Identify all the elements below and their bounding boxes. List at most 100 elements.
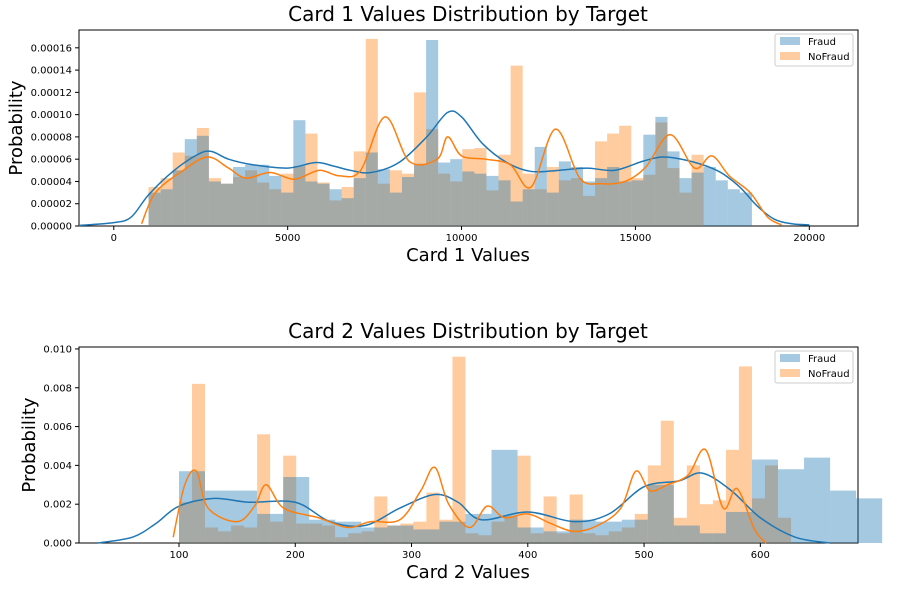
histogram-bar-nofraud <box>582 533 596 543</box>
histogram-bar-nofraud <box>257 434 271 543</box>
legend-label-fraud: Fraud <box>808 354 836 365</box>
histogram-bar-fraud <box>329 189 342 226</box>
histogram-bar-nofraud <box>184 155 197 226</box>
histogram-bar-nofraud <box>317 182 330 226</box>
histogram-bar-nofraud <box>413 521 427 543</box>
histogram-bar-fraud <box>804 457 831 543</box>
histogram-bar-fraud <box>655 116 668 226</box>
histogram-bar-fraud <box>305 181 318 226</box>
histogram-bar-fraud <box>426 40 439 226</box>
y-tick-label: 0.00014 <box>31 66 72 77</box>
histogram-bar-fraud <box>184 139 197 226</box>
histogram-bar-fraud <box>830 490 857 543</box>
y-tick-label: 0.00000 <box>31 222 72 233</box>
histogram-bar-nofraud <box>192 383 206 543</box>
histogram-bar-fraud <box>439 521 466 543</box>
histogram-bar-fraud <box>679 178 692 226</box>
histogram-bar-fraud <box>413 529 440 543</box>
histogram-bar-nofraud <box>257 182 270 226</box>
histogram-bar-fraud <box>474 173 487 226</box>
y-tick-label: 0.00008 <box>31 132 72 143</box>
histogram-bar-nofraud <box>643 174 656 226</box>
histogram-bar-nofraud <box>558 180 571 226</box>
chart-1-plot-frame <box>78 29 859 227</box>
histogram-bar-fraud <box>361 527 388 543</box>
histogram-bar-nofraud <box>387 525 401 543</box>
histogram-bar-fraud <box>725 511 752 543</box>
histogram-bar-nofraud <box>543 496 557 543</box>
histogram-bar-nofraud <box>283 455 297 543</box>
histogram-bar-fraud <box>438 162 451 226</box>
chart-2-kde-lines <box>97 448 831 544</box>
histogram-bar-fraud <box>257 513 284 543</box>
histogram-bar-nofraud <box>491 521 505 543</box>
x-tick-label: 200 <box>286 550 305 561</box>
histogram-bar-fraud <box>389 192 402 226</box>
histogram-bar-fraud <box>570 166 583 226</box>
histogram-bar-nofraud <box>556 533 570 543</box>
chart-2-title: Card 2 Values Distribution by Target <box>288 319 648 343</box>
histogram-bar-nofraud <box>474 148 487 226</box>
y-tick-label: 0.00002 <box>31 199 72 210</box>
histogram-bar-nofraud <box>673 517 687 543</box>
histogram-bar-fraud <box>208 181 221 226</box>
histogram-bar-fraud <box>546 192 559 226</box>
histogram-bar-nofraud <box>361 531 375 543</box>
histogram-bar-fraud <box>727 189 740 226</box>
chart-1-xlabel: Card 1 Values <box>406 245 530 266</box>
y-tick-label: 0.010 <box>43 344 72 355</box>
histogram-bar-fraud <box>365 152 378 226</box>
histogram-bar-fraud <box>178 471 206 543</box>
histogram-bar-fraud <box>739 192 752 226</box>
histogram-bar-nofraud <box>374 496 388 543</box>
histogram-bar-nofraud <box>389 170 402 226</box>
chart-1: Card 1 Values Distribution by Target Car… <box>6 2 859 266</box>
histogram-bar-fraud <box>414 163 427 226</box>
histogram-bar-fraud <box>160 189 173 226</box>
x-tick-label: 0 <box>111 233 117 244</box>
histogram-bar-fraud <box>450 159 463 226</box>
histogram-bar-nofraud <box>335 537 349 543</box>
histogram-bar-nofraud <box>329 200 342 226</box>
histogram-bar-nofraud <box>305 133 318 226</box>
legend-label-fraud: Fraud <box>808 37 836 48</box>
legend-swatch-fraud <box>780 37 800 45</box>
histogram-bar-nofraud <box>712 500 726 543</box>
histogram-bar-nofraud <box>582 195 596 226</box>
legend-label-nofraud: NoFraud <box>808 369 850 380</box>
histogram-bar-nofraud <box>478 535 492 543</box>
histogram-bar-fraud <box>387 525 414 543</box>
x-tick-label: 300 <box>402 550 421 561</box>
chart-1-bars <box>148 38 752 226</box>
histogram-bar-nofraud <box>244 527 258 543</box>
histogram-bar-nofraud <box>621 527 635 543</box>
y-tick-label: 0.000 <box>43 539 72 550</box>
histogram-bar-nofraud <box>607 133 620 226</box>
histogram-bar-nofraud <box>377 183 390 226</box>
histogram-bar-fraud <box>543 531 570 543</box>
histogram-bar-nofraud <box>365 38 378 226</box>
histogram-bar-fraud <box>715 180 728 226</box>
histogram-bar-fraud <box>558 161 571 226</box>
histogram-bar-fraud <box>269 175 282 226</box>
histogram-bar-nofraud <box>465 533 479 543</box>
histogram-bar-fraud <box>233 166 246 226</box>
chart-1-title: Card 1 Values Distribution by Target <box>288 2 648 26</box>
histogram-bar-fraud <box>510 201 523 226</box>
histogram-bar-fraud <box>462 171 475 226</box>
histogram-bar-nofraud <box>486 190 499 226</box>
histogram-bar-nofraud <box>196 128 209 226</box>
x-tick-label: 500 <box>635 550 654 561</box>
kde-line-nofraud <box>140 116 782 226</box>
histogram-bar-fraud <box>751 459 778 543</box>
x-tick-label: 600 <box>751 550 770 561</box>
histogram-bar-fraud <box>595 178 608 226</box>
histogram-bar-fraud <box>486 175 499 226</box>
histogram-bar-nofraud <box>595 535 609 543</box>
histogram-bar-nofraud <box>691 154 704 226</box>
histogram-bar-nofraud <box>725 449 739 543</box>
histogram-bar-nofraud <box>178 502 193 543</box>
chart-2-plot-frame <box>78 346 859 544</box>
histogram-bar-fraud <box>703 166 716 226</box>
